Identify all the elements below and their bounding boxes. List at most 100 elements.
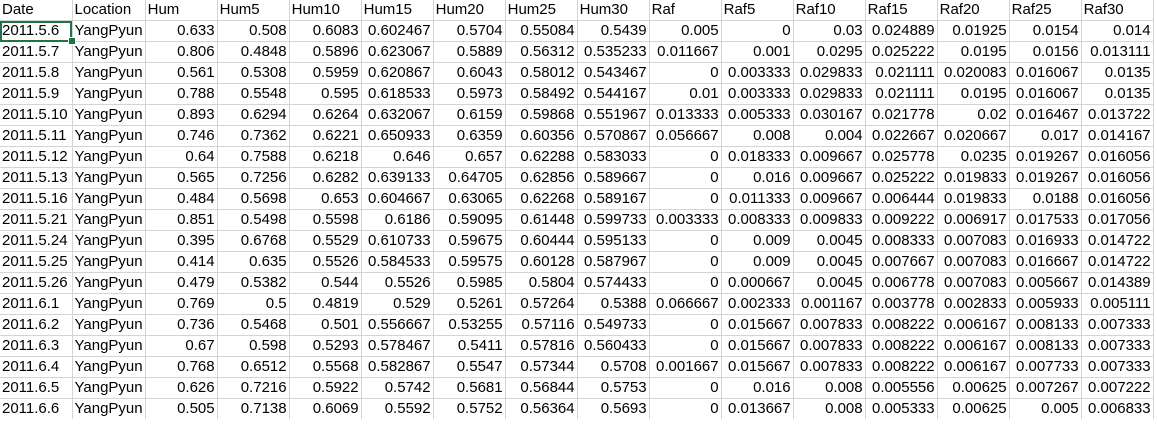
column-header-cell[interactable]: Hum	[145, 0, 218, 21]
table-cell[interactable]: 0.6083	[289, 20, 362, 42]
table-cell[interactable]: 0.59675	[433, 230, 506, 252]
table-cell[interactable]: 0.006167	[937, 356, 1010, 378]
table-cell[interactable]: 0.5592	[361, 398, 434, 419]
table-cell[interactable]: YangPyun	[72, 251, 146, 273]
table-cell[interactable]: 0.006833	[1081, 398, 1154, 419]
table-cell[interactable]: 0.0154	[1009, 20, 1082, 42]
table-cell[interactable]: 0.589167	[577, 188, 650, 210]
table-cell[interactable]: 0.55084	[505, 20, 578, 42]
table-cell[interactable]: 0.602467	[361, 20, 434, 42]
table-cell[interactable]: 0.001167	[793, 293, 866, 315]
table-cell[interactable]: 0.5742	[361, 377, 434, 399]
table-cell[interactable]: YangPyun	[72, 62, 146, 84]
table-cell[interactable]: 0.005333	[865, 398, 938, 419]
table-cell[interactable]: 0.01925	[937, 20, 1010, 42]
table-cell[interactable]: 0.5498	[217, 209, 290, 231]
table-cell[interactable]: 0.005333	[721, 104, 794, 126]
table-cell[interactable]: 0.008333	[721, 209, 794, 231]
table-cell[interactable]: 0.003778	[865, 293, 938, 315]
table-cell[interactable]: 0.016	[721, 167, 794, 189]
table-cell[interactable]: 0.007333	[1081, 314, 1154, 336]
table-cell[interactable]: 0.013111	[1081, 41, 1154, 63]
table-cell[interactable]: 0.5922	[289, 377, 362, 399]
table-cell[interactable]: 0.017	[1009, 125, 1082, 147]
table-cell[interactable]: 0.56312	[505, 41, 578, 63]
table-cell[interactable]: 0.6218	[289, 146, 362, 168]
table-cell[interactable]: 0.57264	[505, 293, 578, 315]
table-cell[interactable]: 0.653	[289, 188, 362, 210]
table-cell[interactable]: 0.007833	[793, 356, 866, 378]
table-cell[interactable]: 0.544	[289, 272, 362, 294]
table-cell[interactable]: 0.017056	[1081, 209, 1154, 231]
table-cell[interactable]: 0.014722	[1081, 230, 1154, 252]
table-cell[interactable]: 0	[649, 335, 722, 357]
table-cell[interactable]: 0.5382	[217, 272, 290, 294]
table-cell[interactable]: YangPyun	[72, 146, 146, 168]
table-cell[interactable]: 0.543467	[577, 62, 650, 84]
table-cell[interactable]: 0.61448	[505, 209, 578, 231]
table-cell[interactable]: 0.6043	[433, 62, 506, 84]
table-cell[interactable]: 0.5752	[433, 398, 506, 419]
table-cell[interactable]: 0.7216	[217, 377, 290, 399]
table-cell[interactable]: 0.508	[217, 20, 290, 42]
table-cell[interactable]: 0.5698	[217, 188, 290, 210]
table-cell[interactable]: 2011.6.6	[0, 398, 73, 419]
table-cell[interactable]: 0.005111	[1081, 293, 1154, 315]
table-cell[interactable]: 2011.6.3	[0, 335, 73, 357]
table-cell[interactable]: 0.6294	[217, 104, 290, 126]
column-header-cell[interactable]: Hum5	[217, 0, 290, 21]
table-cell[interactable]: 0.5896	[289, 41, 362, 63]
table-cell[interactable]: 0.736	[145, 314, 218, 336]
table-cell[interactable]: 0.7588	[217, 146, 290, 168]
table-cell[interactable]: YangPyun	[72, 335, 146, 357]
table-cell[interactable]: 0.007833	[793, 335, 866, 357]
table-cell[interactable]: YangPyun	[72, 83, 146, 105]
table-cell[interactable]: 0.015667	[721, 314, 794, 336]
table-cell[interactable]: YangPyun	[72, 167, 146, 189]
table-cell[interactable]: 0.5388	[577, 293, 650, 315]
table-cell[interactable]: 0.008	[793, 377, 866, 399]
table-cell[interactable]: 0.014389	[1081, 272, 1154, 294]
table-cell[interactable]: YangPyun	[72, 377, 146, 399]
table-cell[interactable]: 0.013722	[1081, 104, 1154, 126]
table-cell[interactable]: 0.015667	[721, 356, 794, 378]
table-cell[interactable]: 0.019833	[937, 188, 1010, 210]
table-cell[interactable]: 0.561	[145, 62, 218, 84]
table-cell[interactable]: 0.505	[145, 398, 218, 419]
table-cell[interactable]: YangPyun	[72, 293, 146, 315]
table-cell[interactable]: 0.6512	[217, 356, 290, 378]
table-cell[interactable]: 0.000667	[721, 272, 794, 294]
table-cell[interactable]: 0.03	[793, 20, 866, 42]
column-header-cell[interactable]: Raf30	[1081, 0, 1154, 21]
table-cell[interactable]: 0	[649, 146, 722, 168]
table-cell[interactable]: 0.017533	[1009, 209, 1082, 231]
table-cell[interactable]: 0.582867	[361, 356, 434, 378]
table-cell[interactable]: 0.56364	[505, 398, 578, 419]
table-cell[interactable]: 0.007267	[1009, 377, 1082, 399]
table-cell[interactable]: 0.5261	[433, 293, 506, 315]
table-cell[interactable]: 0.005	[1009, 398, 1082, 419]
table-cell[interactable]: 0.635	[217, 251, 290, 273]
table-cell[interactable]: 2011.6.1	[0, 293, 73, 315]
table-cell[interactable]: 0.016056	[1081, 188, 1154, 210]
table-cell[interactable]: 0.414	[145, 251, 218, 273]
table-cell[interactable]: 0.016067	[1009, 83, 1082, 105]
table-cell[interactable]: 0	[649, 230, 722, 252]
table-cell[interactable]: 2011.5.10	[0, 104, 73, 126]
table-cell[interactable]: 0.5681	[433, 377, 506, 399]
table-cell[interactable]: YangPyun	[72, 125, 146, 147]
table-cell[interactable]: 0.7362	[217, 125, 290, 147]
table-cell[interactable]: 0.5411	[433, 335, 506, 357]
table-cell[interactable]: 0.011333	[721, 188, 794, 210]
table-cell[interactable]: 0.007833	[793, 314, 866, 336]
table-cell[interactable]: 0.003333	[649, 209, 722, 231]
table-cell[interactable]: 0	[721, 20, 794, 42]
table-cell[interactable]: 0.007083	[937, 272, 1010, 294]
table-cell[interactable]: 0.007222	[1081, 377, 1154, 399]
table-cell[interactable]: 0.5568	[289, 356, 362, 378]
table-cell[interactable]: 0.007733	[1009, 356, 1082, 378]
table-cell[interactable]: 0.768	[145, 356, 218, 378]
table-cell[interactable]: 0.011667	[649, 41, 722, 63]
table-cell[interactable]: 0.587967	[577, 251, 650, 273]
table-cell[interactable]: 0.008222	[865, 356, 938, 378]
